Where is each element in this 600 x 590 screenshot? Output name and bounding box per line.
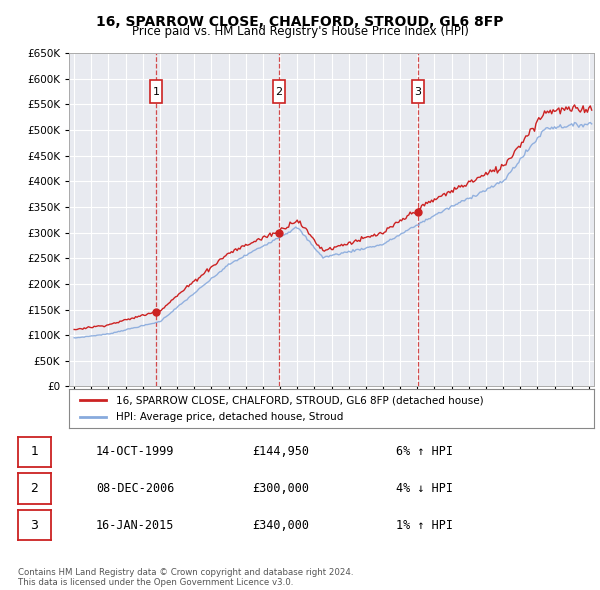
- Text: 3: 3: [415, 87, 421, 97]
- Text: 16, SPARROW CLOSE, CHALFORD, STROUD, GL6 8FP: 16, SPARROW CLOSE, CHALFORD, STROUD, GL6…: [96, 15, 504, 29]
- Text: 1: 1: [31, 445, 38, 458]
- Text: HPI: Average price, detached house, Stroud: HPI: Average price, detached house, Stro…: [116, 412, 344, 422]
- Text: £300,000: £300,000: [252, 482, 309, 495]
- Text: 3: 3: [31, 519, 38, 532]
- Text: 1% ↑ HPI: 1% ↑ HPI: [396, 519, 453, 532]
- Text: 1: 1: [153, 87, 160, 97]
- FancyBboxPatch shape: [273, 80, 285, 103]
- Text: 16, SPARROW CLOSE, CHALFORD, STROUD, GL6 8FP (detached house): 16, SPARROW CLOSE, CHALFORD, STROUD, GL6…: [116, 395, 484, 405]
- Text: £144,950: £144,950: [252, 445, 309, 458]
- Text: Price paid vs. HM Land Registry's House Price Index (HPI): Price paid vs. HM Land Registry's House …: [131, 25, 469, 38]
- Text: 16-JAN-2015: 16-JAN-2015: [96, 519, 175, 532]
- Text: 2: 2: [31, 482, 38, 495]
- Text: 08-DEC-2006: 08-DEC-2006: [96, 482, 175, 495]
- FancyBboxPatch shape: [151, 80, 163, 103]
- FancyBboxPatch shape: [412, 80, 424, 103]
- Text: 6% ↑ HPI: 6% ↑ HPI: [396, 445, 453, 458]
- Text: 2: 2: [275, 87, 283, 97]
- Text: £340,000: £340,000: [252, 519, 309, 532]
- Text: 4% ↓ HPI: 4% ↓ HPI: [396, 482, 453, 495]
- Text: Contains HM Land Registry data © Crown copyright and database right 2024.
This d: Contains HM Land Registry data © Crown c…: [18, 568, 353, 587]
- Text: 14-OCT-1999: 14-OCT-1999: [96, 445, 175, 458]
